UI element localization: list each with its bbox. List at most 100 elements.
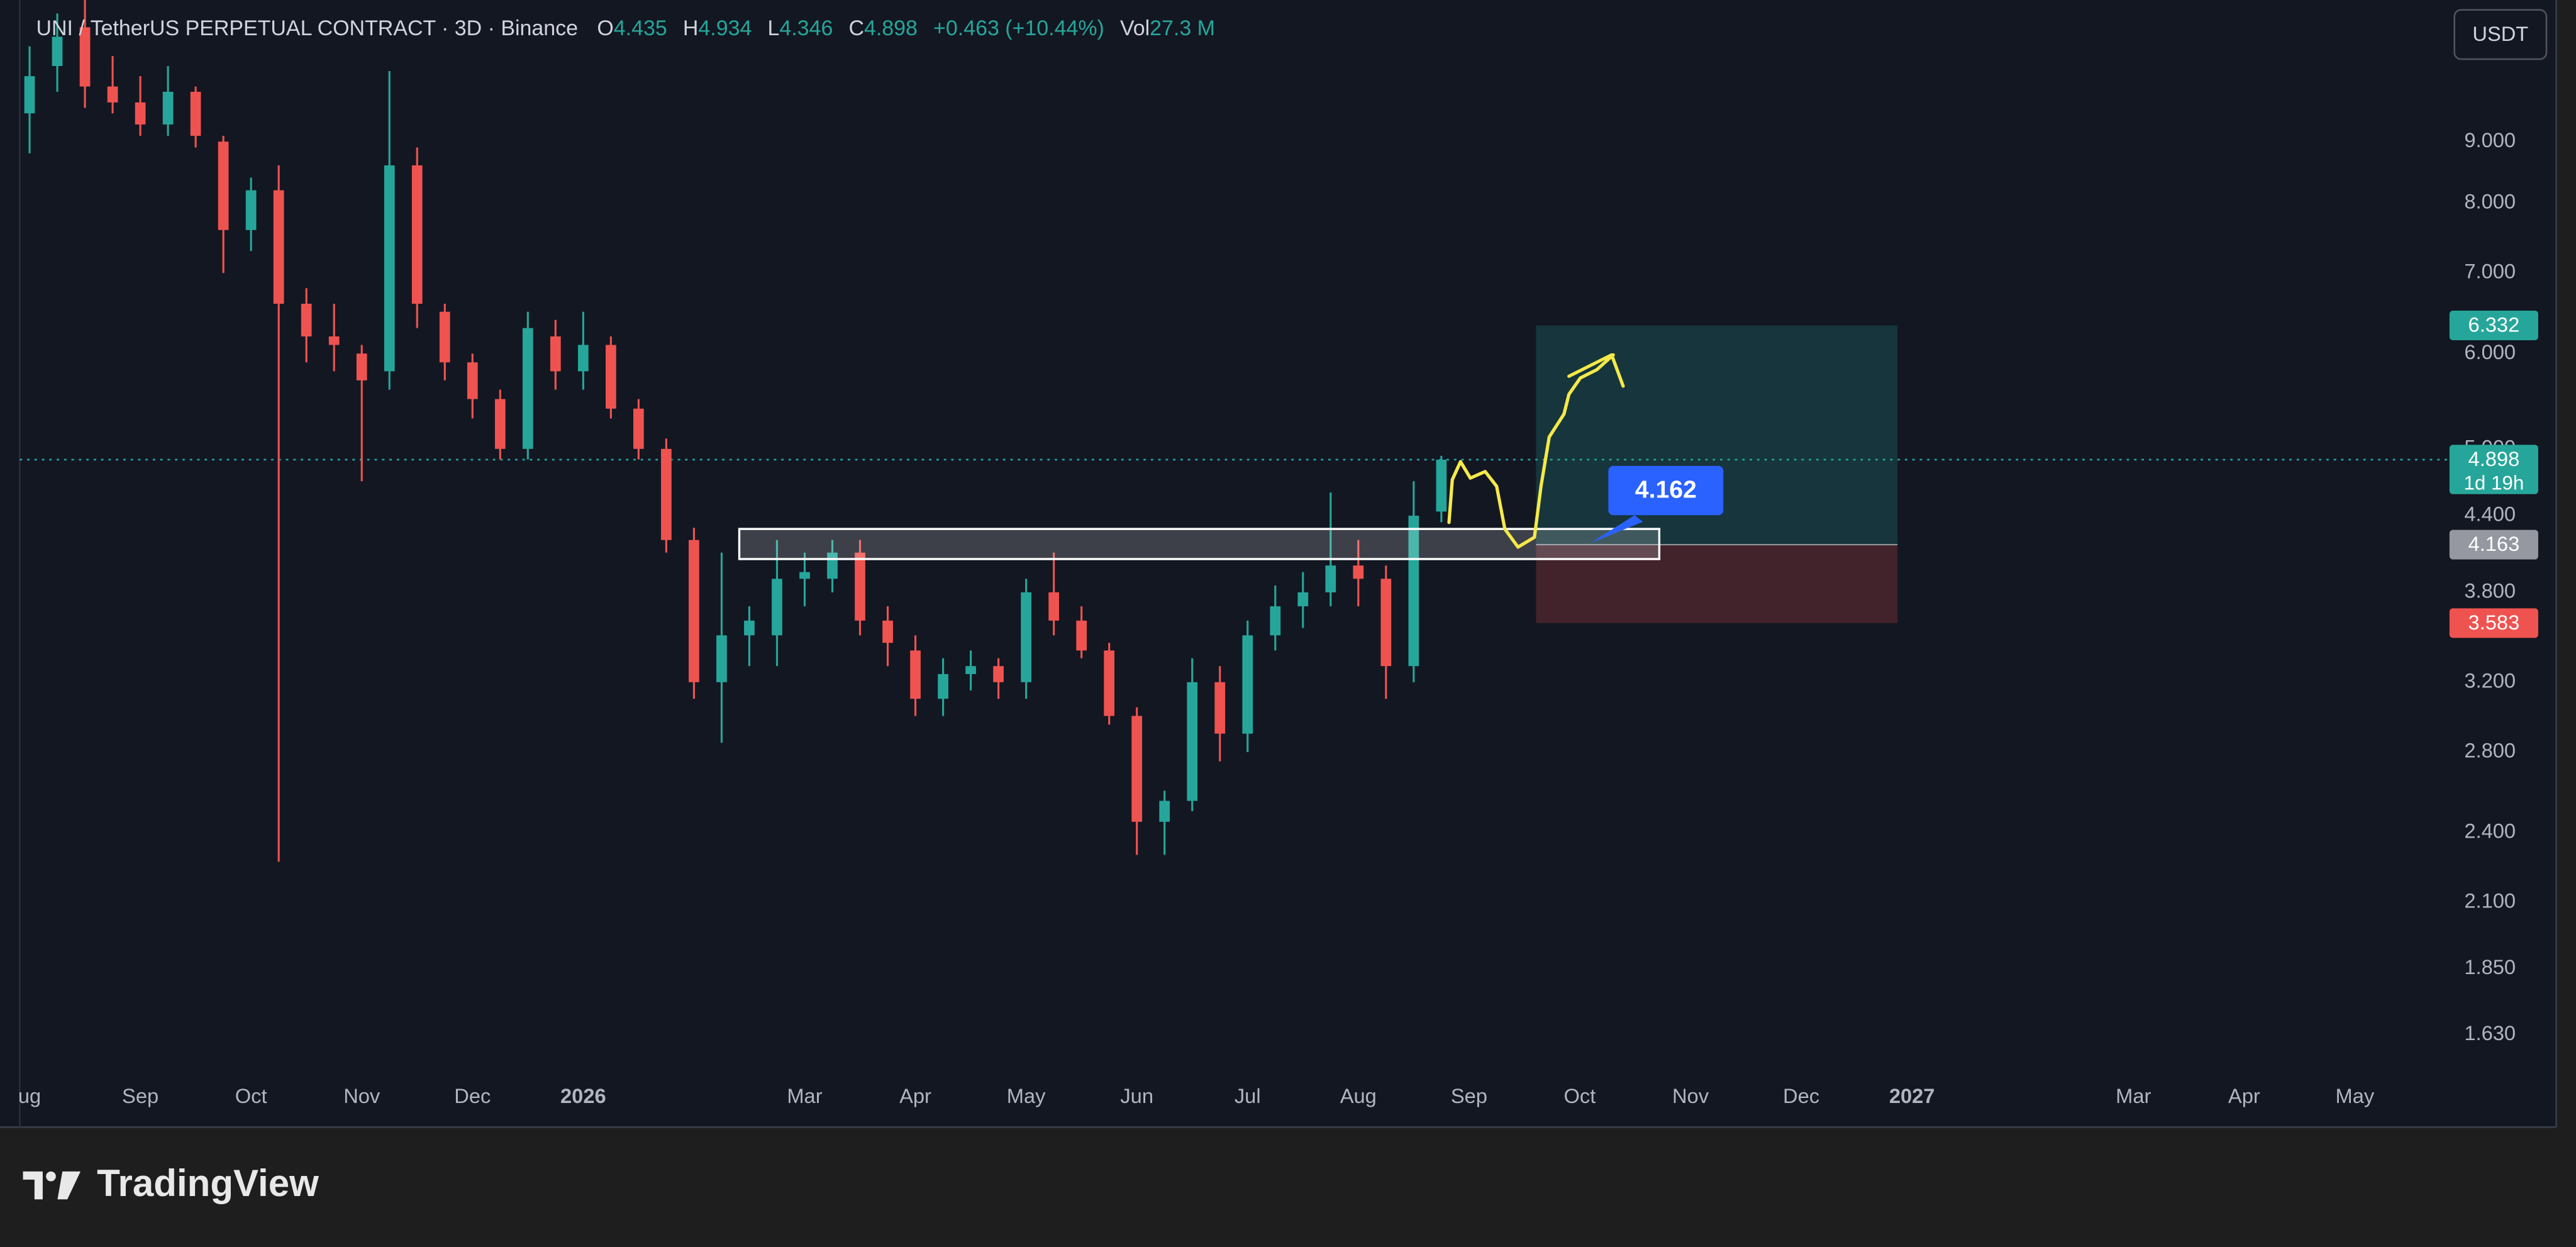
candle-body	[689, 540, 699, 682]
candle-body	[938, 673, 948, 699]
hand-drawn-arrowhead	[1567, 353, 1625, 388]
candle-body	[190, 91, 201, 136]
x-tick-label: Nov	[1672, 1084, 1709, 1107]
callout-label: 4.162	[1635, 477, 1697, 504]
ohlc-value: 4.934	[698, 16, 752, 40]
candle-body	[439, 311, 450, 363]
candle-body	[799, 572, 810, 579]
x-tick-label: May	[1007, 1084, 1046, 1107]
candle-body	[1297, 592, 1309, 607]
candle-body	[79, 27, 91, 87]
candle-body	[661, 448, 672, 540]
candle-body	[467, 362, 478, 399]
x-tick-label: Sep	[1451, 1084, 1487, 1107]
y-tick-label: 6.000	[2464, 340, 2516, 363]
candle-body	[1353, 565, 1364, 579]
price-tag	[2449, 608, 2538, 638]
drawings	[1447, 353, 1625, 549]
candle-body	[1187, 682, 1198, 801]
hand-drawn-path	[1447, 353, 1615, 549]
y-tick-label: 7.000	[2464, 260, 2516, 283]
x-tick-label: Jul	[1235, 1084, 1261, 1107]
x-tick-label: ug	[18, 1084, 41, 1107]
candle-body	[301, 304, 312, 336]
x-tick-label: Apr	[899, 1084, 931, 1107]
candle-body	[1076, 620, 1087, 651]
candle-body	[577, 345, 589, 372]
candle-body	[24, 76, 35, 114]
x-tick-label: 2027	[1889, 1084, 1935, 1107]
price-tag	[2449, 310, 2538, 340]
change: +0.463 (+10.44%)	[933, 16, 1104, 40]
price-tag	[2449, 445, 2538, 494]
candle-body	[1436, 459, 1447, 512]
candle-body	[1270, 606, 1281, 636]
x-tick-label: Mar	[2116, 1084, 2151, 1107]
y-tick-label: 2.400	[2464, 819, 2516, 843]
currency-label: USDT	[2472, 22, 2528, 45]
symbol-title: UNI / TetherUS PERPETUAL CONTRACT · 3D ·…	[36, 16, 578, 40]
candle-body	[633, 408, 644, 449]
y-tick-label: 8.000	[2464, 190, 2516, 213]
candle-body	[882, 620, 893, 643]
logo-mark	[23, 1171, 43, 1200]
candle-body	[1104, 650, 1115, 716]
candle-body	[522, 328, 533, 449]
y-tick-label: 1.630	[2464, 1021, 2516, 1045]
candle-body	[1408, 516, 1419, 667]
x-tick-label: Dec	[454, 1084, 491, 1107]
candle-body	[855, 552, 865, 621]
x-tick-label: Dec	[1783, 1084, 1819, 1107]
ohlc-label: L	[767, 16, 779, 40]
candle-body	[1380, 579, 1392, 667]
candle-body	[910, 650, 921, 699]
candle-body	[744, 620, 755, 636]
candle-body	[135, 102, 146, 125]
candle-body	[1159, 801, 1170, 822]
y-tick-label: 2.100	[2464, 889, 2516, 912]
candle-body	[273, 190, 284, 304]
candle-body	[993, 666, 1004, 682]
support-zone	[738, 528, 1661, 560]
candle-body	[52, 36, 63, 66]
candle-body	[245, 190, 257, 230]
y-tick-label: 9.000	[2464, 128, 2516, 152]
y-tick-label: 2.800	[2464, 738, 2516, 762]
candle-body	[356, 353, 367, 380]
y-tick-label: 3.800	[2464, 579, 2516, 602]
price-tag-label: 3.583	[2468, 611, 2520, 634]
ohlc-label: O	[597, 16, 613, 40]
callout-pointer	[1590, 515, 1643, 543]
brand-name: TradingView	[97, 1162, 319, 1204]
volume-label: Vol	[1120, 16, 1150, 40]
candle-body	[716, 635, 727, 682]
candles: 4.162	[24, 0, 1724, 862]
logo-mark	[57, 1171, 80, 1200]
candle-body	[328, 336, 340, 345]
candle-body	[411, 165, 423, 304]
candle-body	[965, 666, 976, 674]
x-tick-label: Nov	[343, 1084, 380, 1107]
ohlc-label: C	[848, 16, 864, 40]
x-tick-label: May	[2336, 1084, 2375, 1107]
volume-value: 27.3 M	[1150, 16, 1215, 40]
x-tick-label: Apr	[2228, 1084, 2260, 1107]
x-tick-label: Mar	[787, 1084, 822, 1107]
ohlc-label: H	[683, 16, 699, 40]
axes: 9.0008.0007.0006.0005.0004.4003.8003.200…	[18, 128, 2538, 1107]
x-tick-label: Aug	[1340, 1084, 1377, 1107]
currency-button[interactable]	[2453, 9, 2548, 60]
chart-panel	[0, 0, 2557, 1128]
candle-body	[1214, 682, 1226, 734]
candle-body	[218, 141, 229, 230]
candle-body	[1048, 592, 1059, 621]
y-tick-label: 1.850	[2464, 955, 2516, 978]
symbol-header: UNI / TetherUS PERPETUAL CONTRACT · 3D ·…	[36, 16, 1215, 40]
price-tag-label: 4.163	[2468, 532, 2520, 555]
candle-body	[107, 86, 118, 103]
y-tick-label: 3.200	[2464, 668, 2516, 692]
x-tick-label: Sep	[122, 1084, 158, 1107]
x-tick-label: Jun	[1120, 1084, 1153, 1107]
